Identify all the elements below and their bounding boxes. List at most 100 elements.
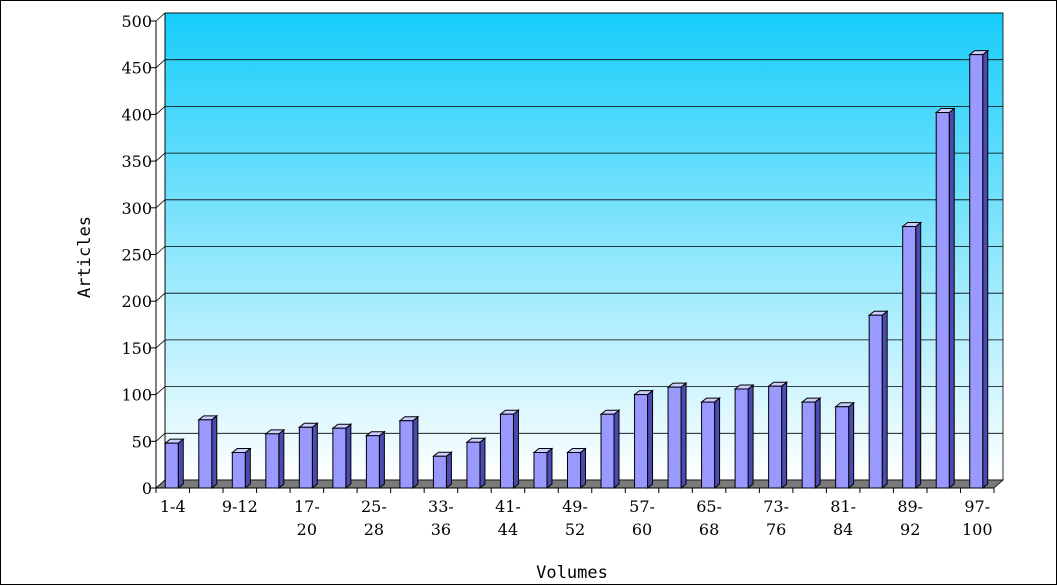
bar-side (714, 397, 721, 490)
y-tick-label: 500 (121, 12, 152, 31)
depth-tick (155, 106, 166, 115)
bar (901, 221, 923, 490)
bar-side (479, 437, 486, 490)
bar (297, 422, 319, 490)
bar (532, 447, 554, 490)
depth-tick (155, 292, 166, 302)
bar-front (667, 386, 682, 489)
y-tick-label: 300 (121, 199, 152, 218)
bar (499, 409, 520, 490)
bar-side (747, 383, 754, 490)
bar-side (680, 382, 687, 490)
bar-side (278, 428, 285, 490)
bar-front (499, 413, 514, 489)
x-tick-label: 49-52 (562, 497, 588, 539)
bar (197, 414, 219, 490)
x-tick-label: 1-4 (160, 497, 186, 516)
bar-front (902, 225, 917, 489)
bar-side (982, 49, 989, 490)
bar-front (701, 401, 716, 489)
x-tick-label: 25-28 (361, 497, 387, 539)
bar (700, 397, 722, 490)
bar-side (311, 422, 318, 490)
depth-tick (155, 199, 166, 209)
bar-side (345, 423, 352, 490)
bar-side (613, 409, 620, 490)
bar-front (868, 314, 883, 489)
x-tick-label: 41-44 (495, 497, 521, 539)
bar-side (512, 409, 519, 490)
bar (733, 383, 755, 490)
bar (364, 430, 386, 490)
bar (465, 437, 487, 490)
bar-side (781, 381, 788, 490)
bar-front (466, 441, 481, 489)
x-tick-label: 9-12 (222, 497, 258, 516)
y-tick-labels: 0 50 100 150 200 250 300 350 400 450 500 (121, 12, 152, 498)
x-axis-title: Volumes (536, 563, 608, 583)
x-tick-label: 73-76 (763, 497, 789, 539)
bar-side (177, 438, 184, 490)
depth-tick (155, 386, 166, 395)
bar-front (164, 442, 179, 489)
bar-side (211, 414, 218, 490)
axes (151, 20, 995, 493)
bar-side (647, 389, 654, 490)
bar-side (378, 430, 385, 490)
y-tick-label: 0 (142, 479, 152, 498)
bar (934, 107, 956, 490)
y-tick-label: 450 (121, 59, 152, 78)
bar (264, 428, 286, 490)
y-tick-label: 100 (121, 386, 152, 405)
depth-tick (155, 12, 166, 22)
bar-front (399, 420, 414, 489)
bar (230, 447, 252, 490)
bar (163, 438, 185, 490)
bar-front (801, 401, 816, 489)
depth-tick (155, 246, 166, 255)
bar (867, 310, 889, 490)
bar-side (412, 415, 419, 490)
bar-front (298, 426, 313, 489)
bar-front (835, 406, 850, 489)
x-tick-label: 33-36 (428, 497, 454, 539)
bar-side (881, 310, 888, 490)
bar (331, 423, 353, 490)
depth-tick (155, 152, 166, 162)
y-tick-label: 400 (121, 105, 152, 124)
bar-side (814, 397, 821, 490)
x-tick-label: 97-100 (962, 497, 993, 539)
y-tick-label: 50 (132, 432, 152, 451)
y-tick-label: 350 (121, 152, 152, 171)
bar (566, 447, 587, 490)
bar-side (948, 107, 955, 490)
bar-front (734, 388, 749, 489)
y-tick-label: 150 (121, 339, 152, 358)
bar-front (935, 112, 950, 489)
bar-side (580, 447, 586, 490)
bar-side (244, 447, 251, 490)
bar-front (231, 452, 246, 489)
bar-front (969, 54, 984, 489)
bar (431, 451, 453, 490)
x-tick-label: 89-92 (897, 497, 923, 539)
y-tick-label: 200 (121, 292, 152, 311)
bar-front (432, 455, 447, 489)
bar-front (265, 433, 280, 489)
bar (666, 382, 688, 490)
x-tick-label: 57-60 (629, 497, 655, 539)
bar (599, 409, 621, 490)
bar-side (546, 447, 553, 490)
bar (767, 381, 789, 490)
x-tick-labels: 1-4 9-12 17-20 25-28 33-36 41-44 49-52 57-60 65-… (160, 497, 993, 539)
bar-side (445, 451, 452, 490)
y-axis-title: Articles (75, 216, 95, 298)
bar-front (600, 413, 615, 489)
bar-front (365, 435, 380, 489)
bar (834, 401, 856, 490)
bar (633, 389, 654, 490)
bar (968, 49, 990, 490)
bar-side (848, 401, 855, 490)
